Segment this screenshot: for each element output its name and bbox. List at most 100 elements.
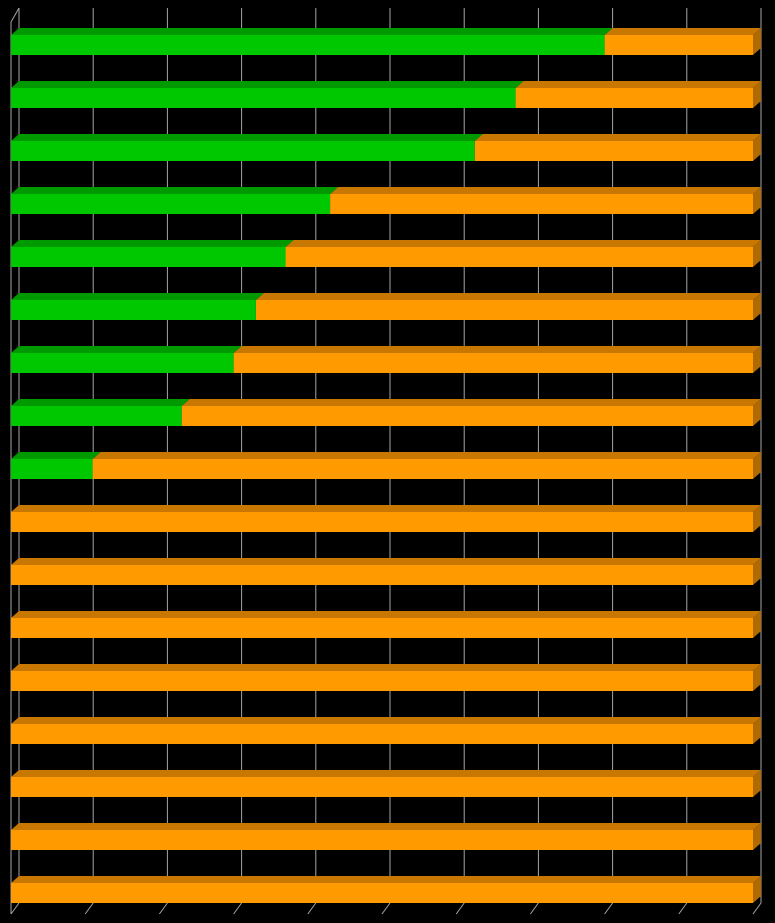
bar-segment-series-2-side [753, 558, 761, 585]
bar-segment-series-1 [11, 399, 190, 426]
bar-segment-series-1 [11, 452, 101, 479]
bar-segment-series-1-top [11, 134, 483, 141]
floor-gridline [381, 902, 391, 915]
bar-segment-series-2 [330, 187, 761, 214]
floor-gridline [678, 902, 688, 915]
floor-gridline [158, 902, 168, 915]
bar-segment-series-2-front [474, 141, 753, 161]
bar-segment-series-1 [11, 81, 524, 108]
bar-segment-series-2-front [11, 512, 753, 532]
bar-segment-series-1-front [11, 247, 286, 267]
bar-segment-series-2-top [11, 717, 761, 724]
bar-segment-series-2-top [11, 611, 761, 618]
bar-segment-series-1-top [11, 293, 264, 300]
bars [11, 28, 762, 903]
bar-segment-series-1-top [11, 81, 524, 88]
bar-segment-series-1-front [11, 353, 234, 373]
bar-segment-series-2-front [92, 459, 754, 479]
bar-segment-series-2-side [753, 293, 761, 320]
bar-segment-series-2-side [753, 664, 761, 691]
bar-segment-series-2-top [233, 346, 762, 353]
bar-segment-series-2 [11, 770, 761, 797]
bar-segment-series-2 [11, 505, 761, 532]
bar-segment-series-2-front [11, 724, 753, 744]
bar-segment-series-1-front [11, 406, 182, 426]
floor-gridline [233, 902, 243, 915]
bar-segment-series-1 [11, 346, 242, 373]
bar-segment-series-2 [285, 240, 761, 267]
bar-segment-series-1-top [11, 240, 294, 247]
bar-segment-series-1-top [11, 187, 339, 194]
bar-segment-series-2-front [330, 194, 753, 214]
bar-segment-series-2 [474, 134, 761, 161]
bar-segment-series-2 [11, 717, 761, 744]
bar-segment-series-2-side [753, 187, 761, 214]
floor-gridline [10, 902, 20, 915]
bar-segment-series-2-top [474, 134, 761, 141]
bar-segment-series-1-top [11, 346, 242, 353]
bar-segment-series-2-top [11, 558, 761, 565]
bar-segment-series-2-top [604, 28, 761, 35]
bar-segment-series-2-side [753, 399, 761, 426]
bar-segment-series-2 [604, 28, 761, 55]
bar-segment-series-2-top [11, 876, 761, 883]
bar-segment-series-2 [11, 876, 761, 903]
bar-segment-series-2 [515, 81, 761, 108]
bar-segment-series-2-side [753, 134, 761, 161]
bar-segment-series-1-front [11, 35, 605, 55]
bar-segment-series-2-front [285, 247, 753, 267]
bar-segment-series-2 [11, 664, 761, 691]
bar-segment-series-2-side [753, 770, 761, 797]
bar-segment-series-1 [11, 134, 483, 161]
bar-segment-series-2-side [753, 81, 761, 108]
bar-segment-series-1-top [11, 28, 613, 35]
bar-segment-series-2-side [753, 823, 761, 850]
floor-gridline [604, 902, 614, 915]
bar-segment-series-1-front [11, 88, 516, 108]
bar-segment-series-2-top [330, 187, 761, 194]
wall-edge [10, 7, 20, 23]
bar-segment-series-2 [11, 558, 761, 585]
bar-segment-series-2 [11, 611, 761, 638]
bar-segment-series-2-top [285, 240, 761, 247]
bar-segment-series-2-front [11, 830, 753, 850]
bar-segment-series-2-top [11, 505, 761, 512]
bar-segment-series-2-front [255, 300, 754, 320]
bar-segment-series-2-top [11, 770, 761, 777]
bar-segment-series-2-front [11, 671, 753, 691]
bar-segment-series-1 [11, 293, 264, 320]
bar-segment-series-2 [181, 399, 761, 426]
bar-segment-series-1 [11, 187, 339, 214]
bar-segment-series-2-top [11, 664, 761, 671]
bar-segment-series-2-top [181, 399, 761, 406]
bar-segment-series-2 [233, 346, 762, 373]
bar-segment-series-2-top [515, 81, 761, 88]
bar-segment-series-1 [11, 28, 613, 55]
bar-segment-series-1-front [11, 459, 93, 479]
bar-segment-series-2-side [753, 28, 761, 55]
bar-segment-series-1-front [11, 300, 256, 320]
floor-gridline [455, 902, 465, 915]
floor-gridline [84, 902, 94, 915]
bar-segment-series-2-front [181, 406, 753, 426]
bar-segment-series-2-side [753, 505, 761, 532]
bar-segment-series-2-side [753, 876, 761, 903]
bar-segment-series-2-side [753, 611, 761, 638]
bar-segment-series-2-side [753, 346, 761, 373]
bar-segment-series-2 [92, 452, 762, 479]
bar-segment-series-2-front [233, 353, 754, 373]
bar-segment-series-2-top [92, 452, 762, 459]
floor-gridline [752, 902, 762, 915]
bar-segment-series-2-top [11, 823, 761, 830]
bar-segment-series-2-side [753, 452, 761, 479]
floor-gridline [307, 902, 317, 915]
bar-segment-series-2-front [11, 777, 753, 797]
floor-gridline [529, 902, 539, 915]
bar-segment-series-1 [11, 240, 294, 267]
bar-segment-series-2-top [255, 293, 762, 300]
bar-segment-series-2-side [753, 717, 761, 744]
bar-segment-series-1-top [11, 399, 190, 406]
bar-segment-series-2-front [515, 88, 753, 108]
